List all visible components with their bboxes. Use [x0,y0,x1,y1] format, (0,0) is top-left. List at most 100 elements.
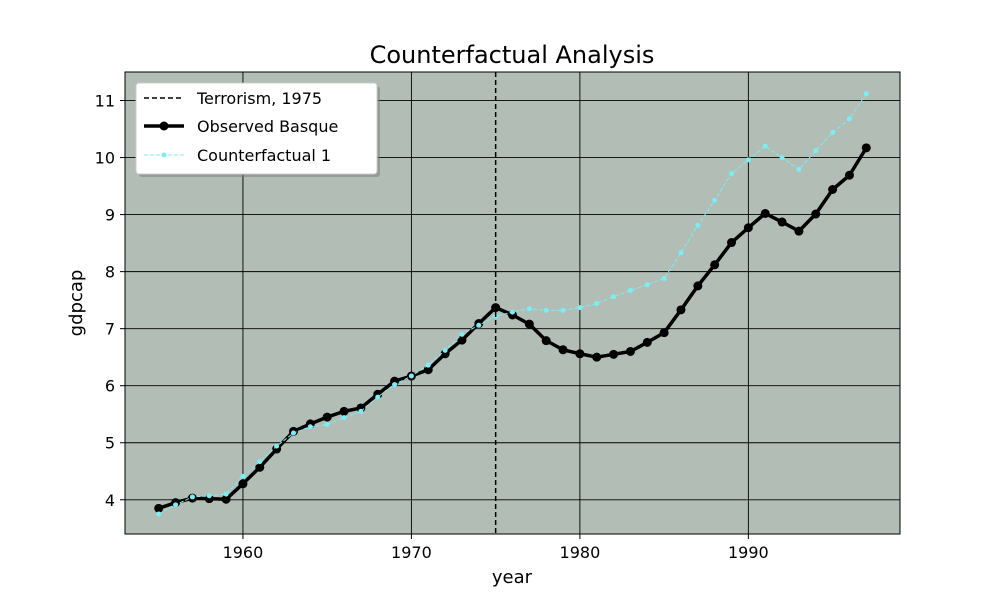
x-tick-label: 1980 [560,543,601,562]
series-0-point [592,352,602,362]
y-axis-label: gdpcap [66,270,87,337]
series-1-point [324,421,330,427]
y-tick-label: 8 [105,263,115,282]
series-0-point [322,412,332,422]
series-0-point [727,238,737,248]
series-1-point [577,305,583,311]
series-1-point [695,222,701,228]
series-0-point [710,260,720,270]
y-tick-label: 9 [105,206,115,225]
series-1-point [661,275,667,281]
legend-dot-counterfactual [161,152,167,158]
series-0-point [743,223,753,233]
series-0-point [828,184,838,194]
y-tick-label: 4 [105,491,115,510]
series-1-point [307,424,313,430]
x-tick-label: 1970 [391,543,432,562]
y-ticks: 4 5 6 7 8 9 10 11 [95,92,125,510]
series-1-point [459,331,465,337]
series-0-point [609,349,619,359]
series-1-point [290,430,296,436]
series-0-point [541,336,551,346]
y-tick-label: 7 [105,320,115,339]
y-tick-label: 11 [95,92,115,111]
y-tick-label: 5 [105,434,115,453]
series-1-point [274,443,280,449]
series-1-point [375,394,381,400]
x-tick-label: 1990 [728,543,769,562]
series-1-point [510,309,515,315]
legend-box [135,82,378,175]
series-1-point [240,473,246,479]
series-1-point [408,373,414,379]
series-1-point [644,282,650,288]
legend-dot-observed [159,121,169,131]
series-1-point [594,301,600,307]
series-1-point [762,143,768,149]
series-1-point [846,116,852,122]
plot-frame [124,71,901,535]
series-1-point [341,415,347,421]
series-1-point [189,494,195,500]
series-1-point [712,197,718,203]
chart-title: Counterfactual Analysis [370,41,655,69]
series-0-point [423,365,433,375]
series-0-point [221,494,231,504]
series-0-point [154,503,164,513]
series-1-point [476,322,482,328]
y-tick-label: 10 [95,149,115,168]
series-0-point [777,217,787,227]
series-0-point [575,349,585,359]
series-1-point [729,171,735,177]
x-axis-label: year [492,567,533,588]
series-1-point [257,459,263,465]
series-1-point [779,155,785,161]
legend-label-counterfactual: Counterfactual 1 [197,146,331,165]
series-0-point [811,209,821,219]
series-0-point [524,319,534,329]
series-0-point [356,403,366,413]
legend-label-observed: Observed Basque [197,117,338,136]
series-1-point [611,294,617,300]
series-1-point [627,287,633,293]
series-0-point [760,208,770,218]
series-0-point [693,281,703,291]
series-1-point [223,491,229,497]
series-1-point [678,250,684,256]
series-layer [154,91,871,517]
series-1-point [392,382,398,388]
series-0-point [558,345,568,355]
series-1-point [206,493,212,499]
series-1-point [796,167,802,173]
series-1-point [425,362,431,368]
legend: Terrorism, 1975 Observed Basque Counterf… [135,82,380,177]
series-0-point [457,335,467,345]
series-1-point [358,408,364,414]
series-0-point [255,462,265,472]
series-1-point [813,148,819,154]
series-0-point [238,479,248,489]
series-0-point [844,170,854,180]
x-ticks: 1960 1970 1980 1990 [223,534,769,562]
series-0-point [794,226,804,236]
series-0-point [676,305,686,315]
series-0-point [440,349,450,359]
series-1-point [560,307,566,313]
series-0-point [625,346,635,356]
series-1-point [442,347,448,353]
series-0-point [861,143,871,153]
series-0-point [642,337,652,347]
series-1-point [526,306,532,312]
series-0-point [339,406,349,416]
series-1-point [830,129,836,135]
series-1-point [173,502,179,508]
series-1-point [156,511,162,517]
x-tick-label: 1960 [223,543,264,562]
series-1-point [745,157,751,163]
y-tick-label: 6 [105,377,115,396]
series-0-point [659,328,669,338]
legend-label-vline: Terrorism, 1975 [196,89,322,108]
series-1-point [543,307,549,313]
series-1-point [863,91,869,97]
